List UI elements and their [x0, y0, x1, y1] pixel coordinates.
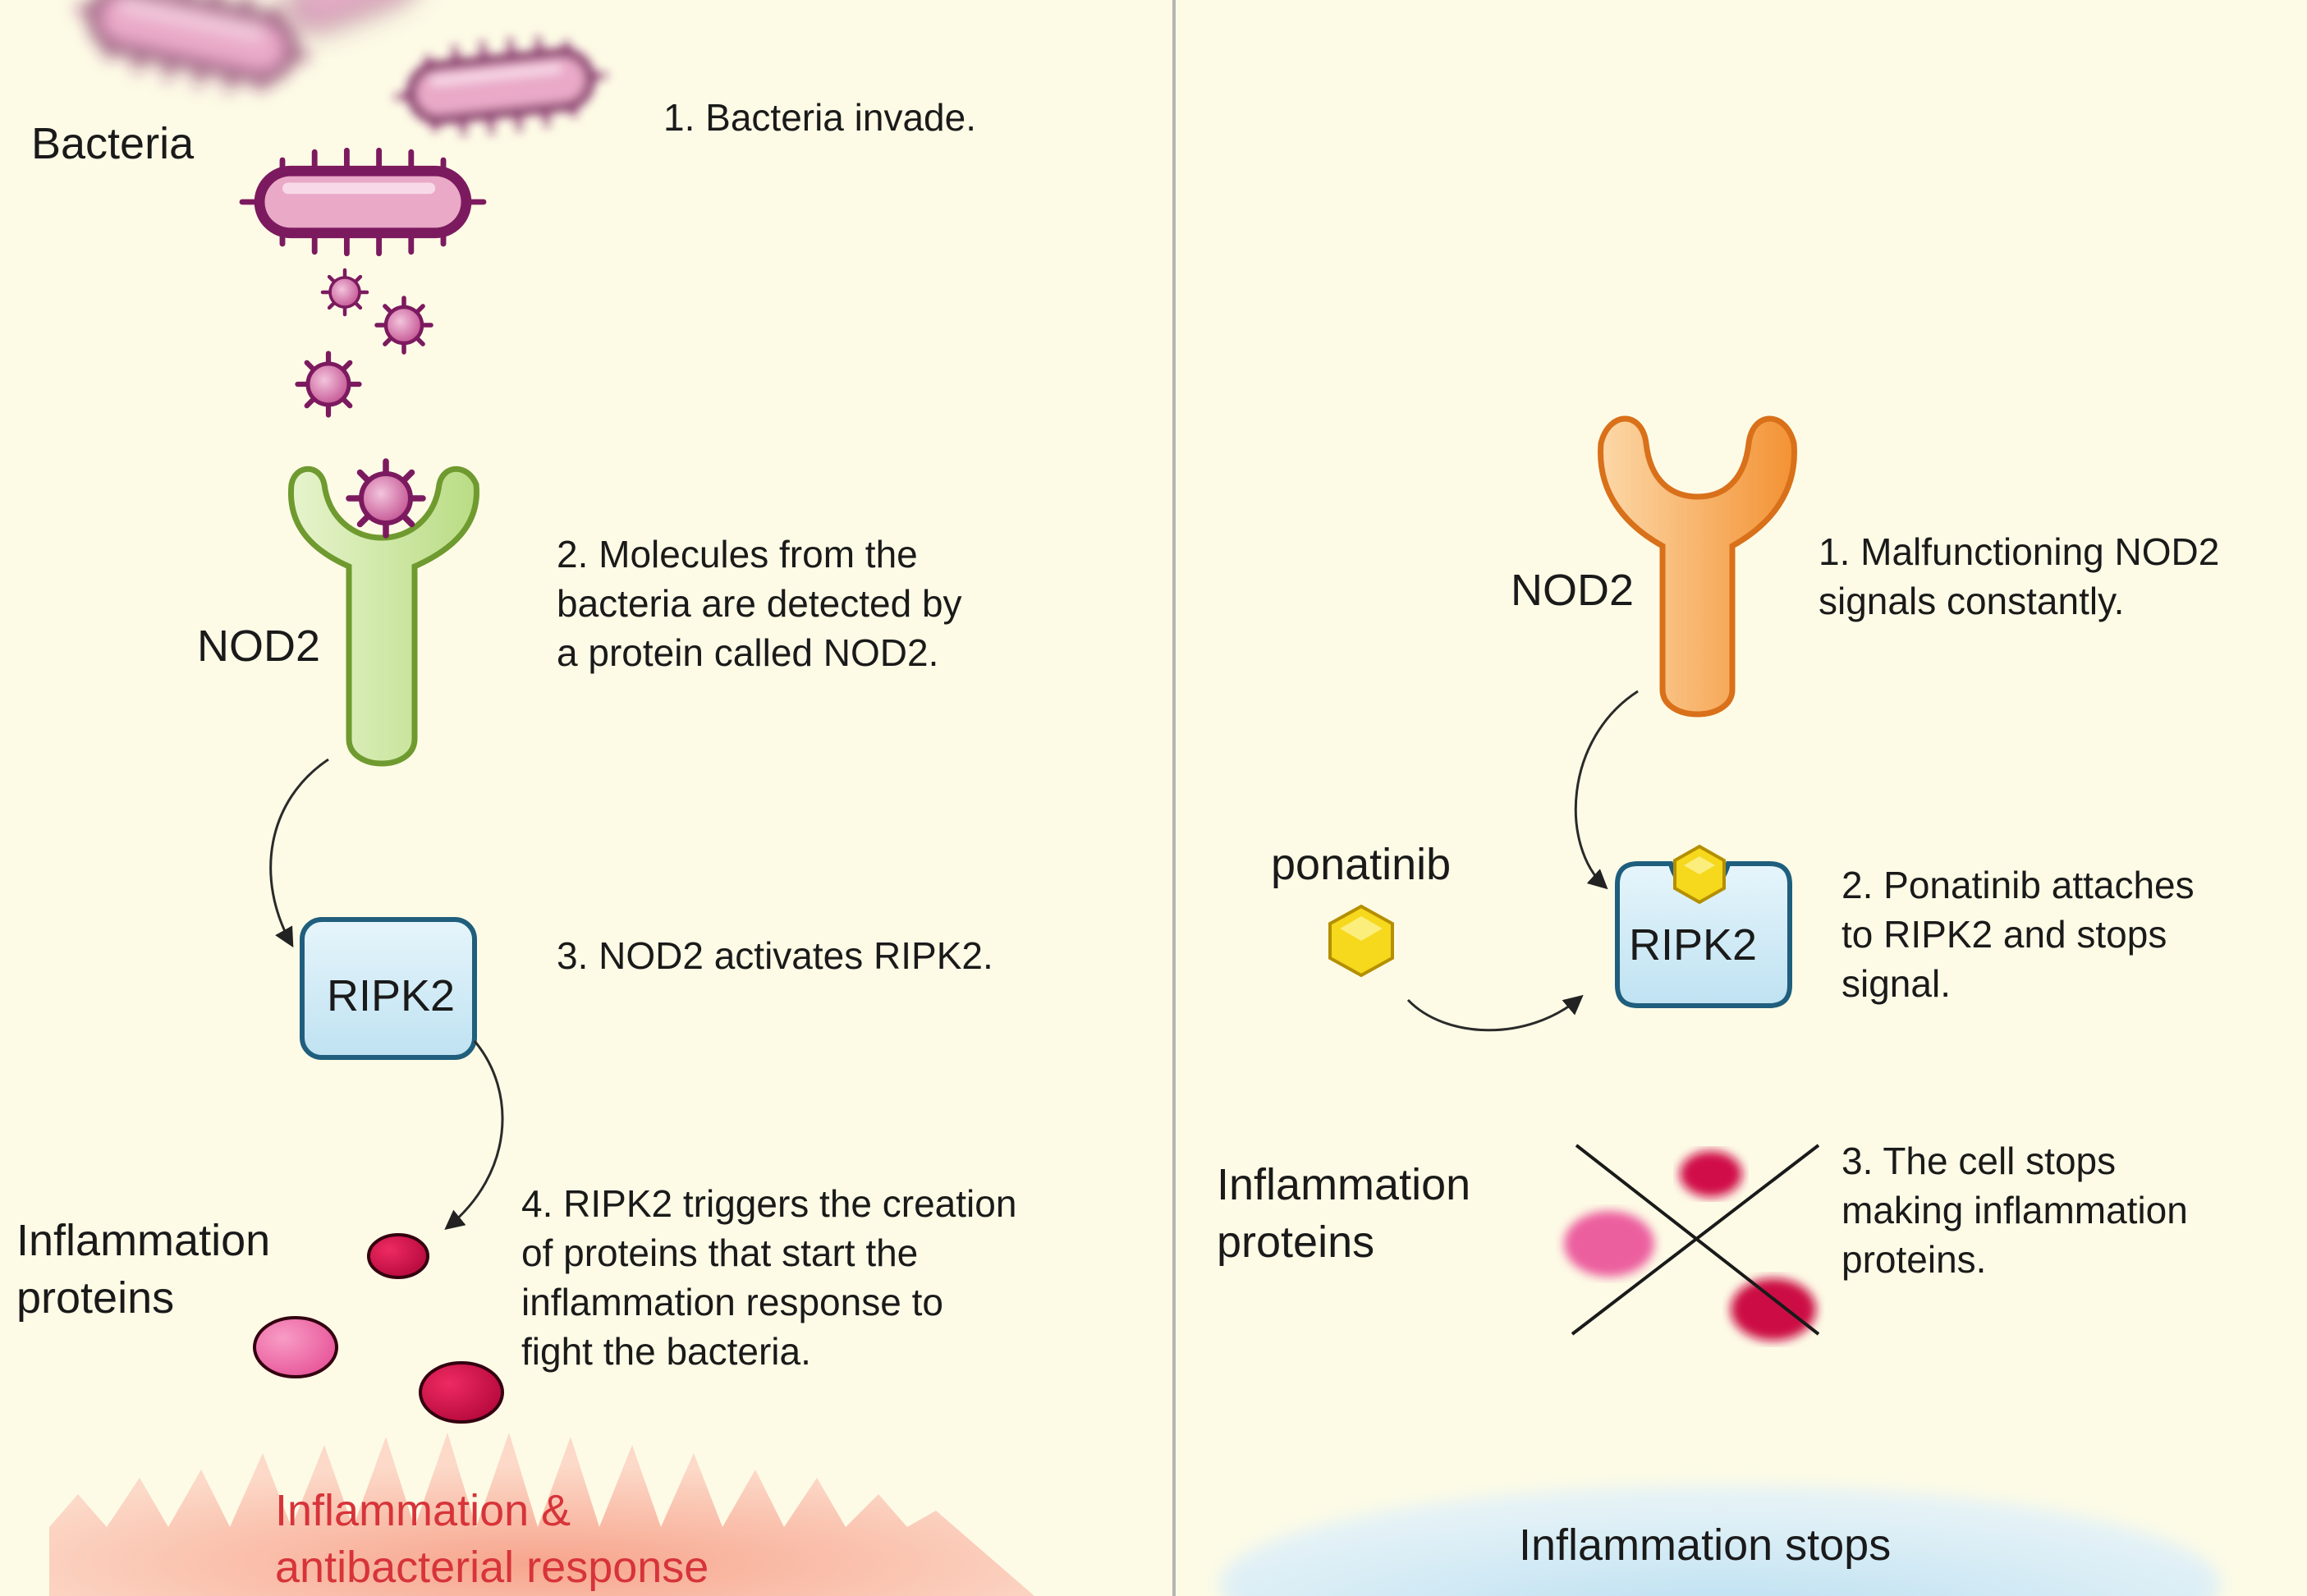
left-outcome: Inflammation & antibacterial response	[275, 1486, 709, 1592]
protein-blob-icon	[253, 1316, 338, 1378]
left-step-3: 3. NOD2 activates RIPK2.	[557, 934, 993, 977]
bacterium-icon	[242, 150, 484, 253]
bacterium-blurred-1	[68, 0, 318, 106]
left-step-4: 4. RIPK2 triggers the creation of protei…	[521, 1182, 1017, 1373]
nod2-label-right: NOD2	[1511, 566, 1635, 615]
ponatinib-hexagon-icon	[1328, 904, 1394, 978]
arrow-nod2-to-ripk2	[269, 758, 329, 948]
inflammation-proteins-label: Inflammation proteins	[16, 1216, 271, 1323]
cross-out-icon	[1571, 1144, 1820, 1336]
bacteria-label: Bacteria	[31, 119, 195, 168]
right-step-3: 3. The cell stops making inflammation pr…	[1841, 1140, 2188, 1281]
ripk2-label: RIPK2	[326, 971, 456, 1020]
ripk2-label-right: RIPK2	[1628, 920, 1758, 970]
bound-ponatinib-icon	[1673, 844, 1726, 905]
left-step-2: 2. Molecules from the bacteria are detec…	[557, 533, 962, 674]
protein-blob-blurred	[1680, 1151, 1742, 1197]
bacterial-molecule-icon	[377, 298, 431, 352]
inflammation-glow	[49, 1433, 1034, 1596]
bacterial-molecule-icon	[298, 354, 360, 415]
inflammation-proteins-label-right: Inflammation proteins	[1217, 1160, 1471, 1267]
nod2-malfunction-icon	[1598, 415, 1797, 718]
calm-glow	[1219, 1486, 2221, 1596]
arrow-ponatinib-to-ripk2	[1406, 994, 1584, 1032]
left-step-1: 1. Bacteria invade.	[663, 96, 977, 139]
ripk2-block-icon	[300, 917, 477, 1060]
protein-blob-blurred	[1731, 1278, 1816, 1341]
nod2-normal-icon	[287, 466, 479, 767]
bacterium-blurred-3	[392, 31, 610, 142]
arrow-nod2-to-ripk2-right	[1574, 690, 1639, 890]
protein-blob-icon	[419, 1361, 504, 1424]
protein-blob-icon	[367, 1233, 429, 1279]
bacterial-molecule-icon	[323, 270, 367, 314]
nod2-label: NOD2	[197, 621, 321, 671]
ponatinib-label: ponatinib	[1271, 840, 1452, 889]
bound-molecule-icon	[349, 461, 423, 535]
bacterium-blurred-2	[273, 0, 433, 47]
right-step-1: 1. Malfunctioning NOD2 signals constantl…	[1819, 530, 2220, 622]
right-step-2: 2. Ponatinib attaches to RIPK2 and stops…	[1841, 864, 2195, 1005]
arrow-ripk2-to-proteins	[444, 1040, 504, 1231]
right-outcome: Inflammation stops	[1519, 1520, 1892, 1570]
protein-blob-blurred	[1564, 1211, 1654, 1277]
